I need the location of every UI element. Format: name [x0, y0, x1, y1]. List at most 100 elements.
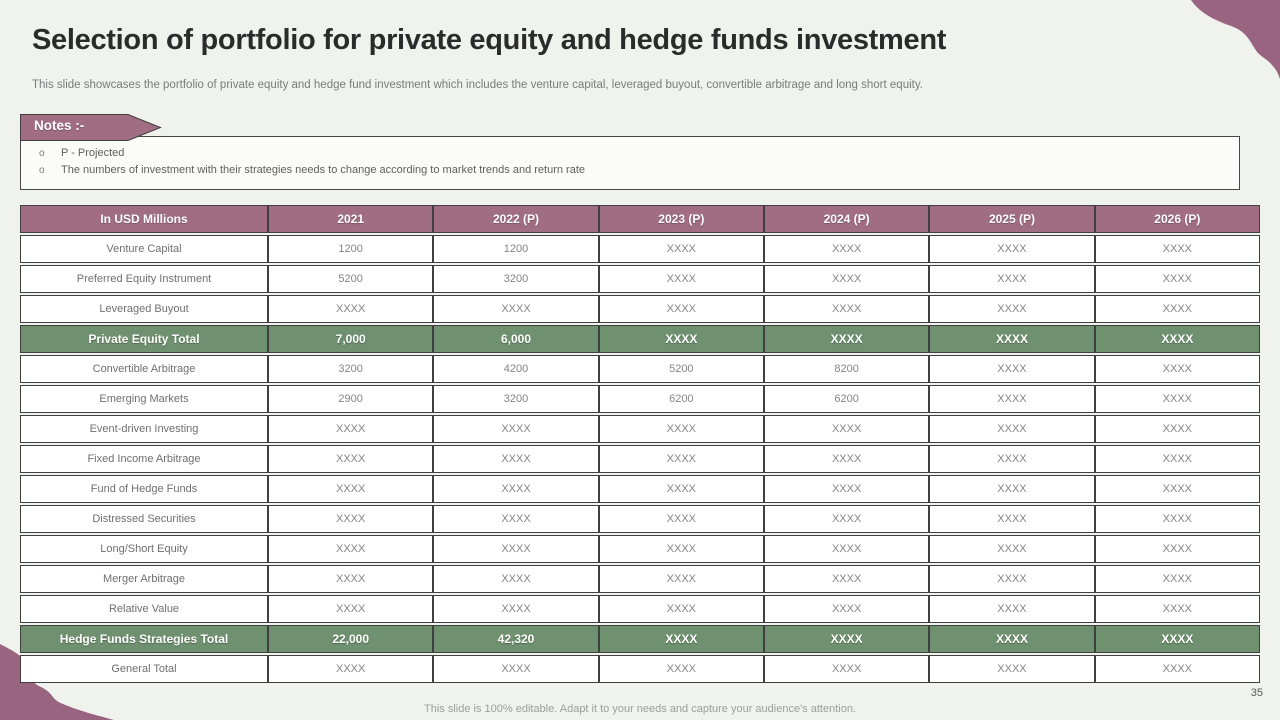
corner-blob-top-right	[1191, 0, 1280, 79]
notes-banner: Notes :-	[20, 114, 162, 141]
cell-value: XXXX	[929, 505, 1095, 533]
row-label: Long/Short Equity	[20, 535, 268, 563]
cell-value: XXXX	[1094, 475, 1260, 503]
cell-value: 22,000	[268, 625, 434, 653]
cell-value: XXXX	[598, 505, 764, 533]
cell-value: XXXX	[268, 475, 434, 503]
table-row: Venture Capital 1200 1200 XXXX XXXX XXXX…	[20, 235, 1260, 263]
row-label: Leveraged Buyout	[20, 295, 268, 323]
cell-value: XXXX	[433, 595, 599, 623]
row-label: General Total	[20, 655, 268, 683]
cell-value: 7,000	[268, 325, 434, 353]
row-label: Fixed Income Arbitrage	[20, 445, 268, 473]
cell-value: XXXX	[929, 655, 1095, 683]
cell-value: XXXX	[433, 655, 599, 683]
row-label: Convertible Arbitrage	[20, 355, 268, 383]
cell-value: XXXX	[433, 565, 599, 593]
column-header: 2024 (P)	[763, 205, 930, 233]
cell-value: 4200	[433, 355, 599, 383]
table-row: Fund of Hedge Funds XXXX XXXX XXXX XXXX …	[20, 475, 1260, 503]
cell-value: XXXX	[598, 415, 764, 443]
row-label: Merger Arbitrage	[20, 565, 268, 593]
cell-value: XXXX	[763, 505, 930, 533]
page-number: 35	[1250, 687, 1263, 699]
cell-value: XXXX	[763, 535, 930, 563]
cell-value: XXXX	[929, 265, 1095, 293]
cell-value: XXXX	[763, 625, 930, 653]
cell-value: 3200	[433, 265, 599, 293]
cell-value: XXXX	[1094, 595, 1260, 623]
table-row: Emerging Markets 2900 3200 6200 6200 XXX…	[20, 385, 1260, 413]
cell-value: XXXX	[929, 445, 1095, 473]
note-item: o P - Projected	[21, 145, 1239, 162]
cell-value: XXXX	[1094, 625, 1260, 653]
cell-value: XXXX	[598, 445, 764, 473]
table-row: Leveraged Buyout XXXX XXXX XXXX XXXX XXX…	[20, 295, 1260, 323]
cell-value: XXXX	[433, 415, 599, 443]
note-item: o The numbers of investment with their s…	[21, 162, 1239, 179]
cell-value: XXXX	[929, 595, 1095, 623]
slide-subtitle: This slide showcases the portfolio of pr…	[32, 79, 923, 91]
cell-value: 3200	[433, 385, 599, 413]
cell-value: XXXX	[433, 475, 599, 503]
table-row: Long/Short Equity XXXX XXXX XXXX XXXX XX…	[20, 535, 1260, 563]
cell-value: XXXX	[598, 235, 764, 263]
note-text: P - Projected	[61, 147, 125, 159]
cell-value: XXXX	[929, 295, 1095, 323]
cell-value: XXXX	[268, 505, 434, 533]
cell-value: XXXX	[268, 565, 434, 593]
cell-value: XXXX	[763, 655, 930, 683]
table-row: General Total XXXX XXXX XXXX XXXX XXXX X…	[20, 655, 1260, 683]
cell-value: XXXX	[929, 385, 1095, 413]
cell-value: XXXX	[268, 295, 434, 323]
row-label: Venture Capital	[20, 235, 268, 263]
cell-value: XXXX	[1094, 325, 1260, 353]
table-row: Distressed Securities XXXX XXXX XXXX XXX…	[20, 505, 1260, 533]
cell-value: XXXX	[1094, 655, 1260, 683]
cell-value: XXXX	[1094, 535, 1260, 563]
column-header: 2022 (P)	[433, 205, 599, 233]
cell-value: XXXX	[763, 445, 930, 473]
table-row: Fixed Income Arbitrage XXXX XXXX XXXX XX…	[20, 445, 1260, 473]
cell-value: 42,320	[433, 625, 599, 653]
cell-value: 5200	[598, 355, 764, 383]
cell-value: XXXX	[763, 415, 930, 443]
cell-value: XXXX	[929, 235, 1095, 263]
cell-value: XXXX	[929, 535, 1095, 563]
banner-arrow-shape	[20, 114, 162, 141]
cell-value: XXXX	[1094, 295, 1260, 323]
cell-value: XXXX	[598, 595, 764, 623]
table-row-total: Private Equity Total 7,000 6,000 XXXX XX…	[20, 325, 1260, 353]
cell-value: 1200	[433, 235, 599, 263]
cell-value: 3200	[268, 355, 434, 383]
column-header: 2026 (P)	[1094, 205, 1260, 233]
cell-value: XXXX	[433, 535, 599, 563]
cell-value: XXXX	[1094, 565, 1260, 593]
cell-value: XXXX	[598, 265, 764, 293]
cell-value: XXXX	[1094, 505, 1260, 533]
table-row: Relative Value XXXX XXXX XXXX XXXX XXXX …	[20, 595, 1260, 623]
cell-value: XXXX	[598, 565, 764, 593]
cell-value: XXXX	[1094, 385, 1260, 413]
table-row-total: Hedge Funds Strategies Total 22,000 42,3…	[20, 625, 1260, 653]
cell-value: XXXX	[1094, 235, 1260, 263]
cell-value: XXXX	[763, 325, 930, 353]
cell-value: XXXX	[763, 595, 930, 623]
portfolio-table: In USD Millions 2021 2022 (P) 2023 (P) 2…	[20, 203, 1260, 685]
cell-value: XXXX	[598, 535, 764, 563]
bullet-icon: o	[39, 148, 45, 159]
row-label: Fund of Hedge Funds	[20, 475, 268, 503]
cell-value: XXXX	[598, 625, 764, 653]
cell-value: 5200	[268, 265, 434, 293]
slide-footer-note: This slide is 100% editable. Adapt it to…	[424, 703, 856, 715]
column-header: In USD Millions	[20, 205, 268, 233]
cell-value: XXXX	[929, 325, 1095, 353]
cell-value: XXXX	[433, 505, 599, 533]
cell-value: 6,000	[433, 325, 599, 353]
cell-value: XXXX	[929, 415, 1095, 443]
cell-value: XXXX	[598, 655, 764, 683]
table-row: Merger Arbitrage XXXX XXXX XXXX XXXX XXX…	[20, 565, 1260, 593]
cell-value: XXXX	[763, 235, 930, 263]
cell-value: XXXX	[433, 295, 599, 323]
